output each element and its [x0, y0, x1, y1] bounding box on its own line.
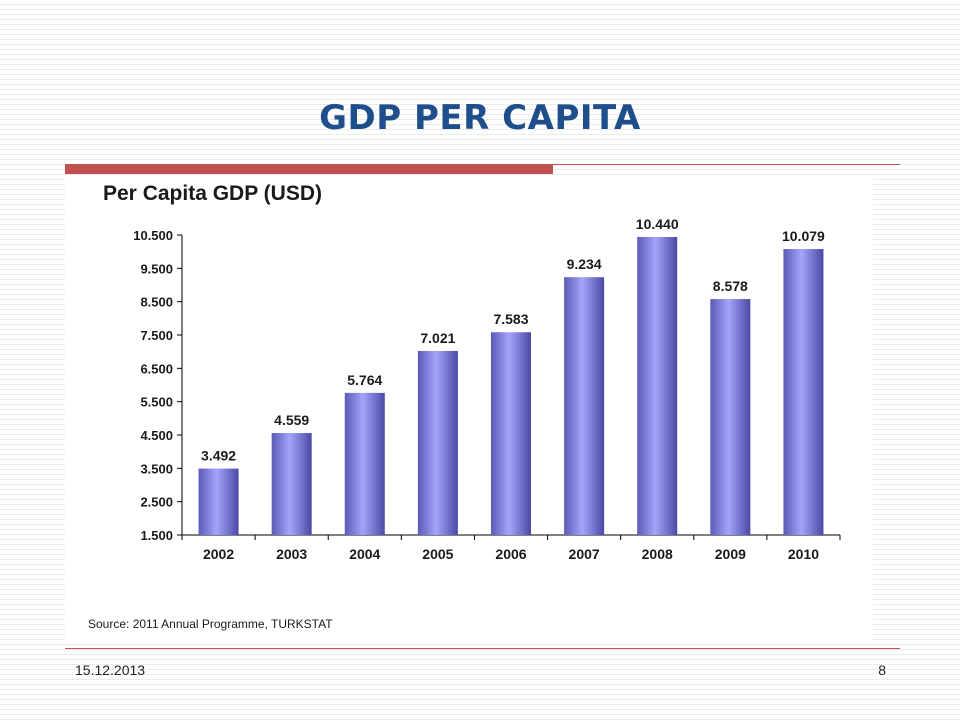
bar: [491, 332, 531, 535]
bar: [710, 299, 751, 535]
bar: [271, 433, 312, 535]
y-tick-label: 4.500: [140, 428, 173, 443]
data-label: 9.234: [567, 256, 602, 272]
footer-rule: [65, 648, 900, 649]
x-tick-label: 2004: [349, 546, 380, 562]
title-rule-thin: [65, 164, 900, 165]
x-tick-label: 2003: [276, 546, 307, 562]
y-tick-label: 9.500: [140, 261, 173, 276]
y-tick-label: 6.500: [140, 361, 173, 376]
bar: [637, 237, 678, 535]
data-label: 8.578: [713, 278, 748, 294]
chart-axes: 1.500 2.500 3.500 4.500 5.500 6.500 7.500 8.500…: [133, 228, 841, 562]
bar: [344, 392, 385, 535]
data-label: 5.764: [347, 372, 382, 388]
x-tick-label: 2007: [569, 546, 600, 562]
chart-source: Source: 2011 Annual Programme, TURKSTAT: [88, 617, 333, 631]
y-tick-label: 8.500: [140, 295, 173, 310]
page-number: 8: [878, 662, 886, 678]
y-tick-label: 3.500: [140, 461, 173, 476]
x-tick-label: 2010: [788, 546, 819, 562]
chart-title: Per Capita GDP (USD): [103, 182, 322, 205]
y-tick-label: 2.500: [140, 495, 173, 510]
y-tick-label: 10.500: [133, 228, 173, 243]
data-label: 10.440: [636, 216, 679, 232]
bar-chart: Per Capita GDP (USD) 1.500 2.500 3.500 4.50…: [88, 182, 841, 631]
x-tick-label: 2009: [715, 546, 746, 562]
data-label: 3.492: [201, 448, 236, 464]
bar: [198, 468, 239, 535]
data-label: 4.559: [274, 412, 309, 428]
data-label: 7.583: [493, 311, 528, 327]
x-tick-label: 2005: [422, 546, 453, 562]
bar: [564, 277, 605, 535]
bar: [417, 350, 458, 535]
y-tick-label: 1.500: [140, 528, 173, 543]
x-tick-label: 2006: [495, 546, 526, 562]
chart-bars: 3.492 4.559 5.764 7.021 7.583 9.234 10.440 8.57…: [198, 216, 825, 535]
slide-title: GDP PER CAPITA: [319, 98, 641, 138]
bar: [783, 249, 824, 535]
data-label: 7.021: [420, 330, 455, 346]
y-tick-label: 7.500: [140, 328, 173, 343]
x-tick-label: 2002: [203, 546, 234, 562]
footer-date: 15.12.2013: [75, 662, 146, 678]
chart-panel: Per Capita GDP (USD) 1.500 2.500 3.500 4.50…: [65, 175, 873, 640]
title-rule-thick: [65, 165, 553, 174]
x-tick-label: 2008: [642, 546, 673, 562]
y-tick-label: 5.500: [140, 395, 173, 410]
data-label: 10.079: [782, 228, 825, 244]
